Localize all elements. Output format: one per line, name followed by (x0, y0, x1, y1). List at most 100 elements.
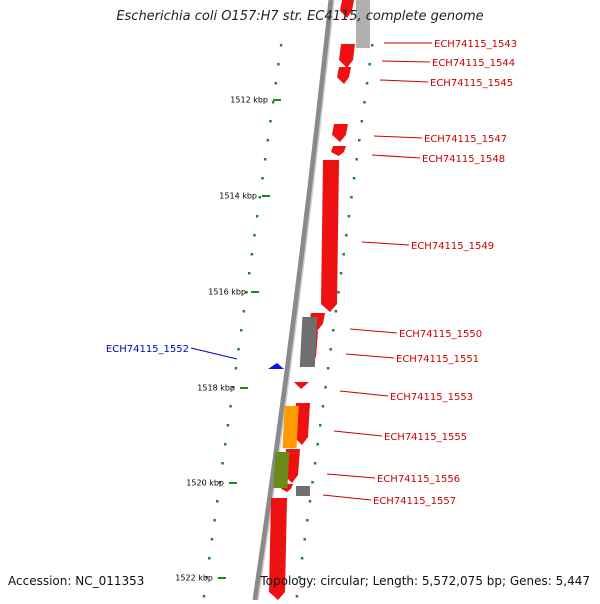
gene-label: ECH74115_1550 (399, 329, 482, 340)
kbp-tick-label: 1518 kbp (197, 384, 235, 393)
gene-label: ECH74115_1548 (422, 154, 505, 165)
kbp-tick-mark (262, 195, 270, 197)
kbp-tick-mark (251, 291, 259, 293)
inner-dot-mark (221, 462, 224, 465)
gene-label: ECH74115_1557 (373, 496, 456, 507)
outer-dot-mark (311, 481, 314, 484)
label-leader-line (361, 241, 410, 246)
outer-dot-mark (352, 177, 356, 180)
inner-dot-mark (255, 215, 259, 218)
outer-dot-mark (319, 424, 322, 427)
outer-dot-mark (308, 500, 312, 503)
gray-feature-block (299, 317, 318, 367)
kbp-tick-label: 1520 kbp (186, 479, 224, 488)
inner-dot-mark (237, 348, 240, 351)
label-leader-line (371, 154, 421, 159)
outer-dot-mark (329, 348, 332, 351)
kbp-tick-mark (229, 482, 237, 484)
inner-dot-mark (269, 120, 272, 123)
forward-gene-arrow (340, 0, 354, 18)
inner-dot-mark (277, 63, 280, 66)
outer-dot-mark (350, 196, 353, 199)
outer-dot-mark (306, 519, 309, 522)
forward-gene-arrow (339, 44, 355, 68)
forward-gene-arrow (331, 146, 346, 156)
gene-label: ECH74115_1545 (430, 78, 513, 89)
inner-dot-mark (229, 405, 232, 408)
inner-dot-mark (263, 158, 267, 161)
outer-dot-mark (303, 538, 306, 541)
reverse-gene-arrow (268, 363, 284, 369)
gene-label: ECH74115_1556 (377, 474, 460, 485)
outer-dot-mark (295, 595, 299, 598)
inner-dot-mark (213, 519, 216, 522)
inner-dot-mark (279, 44, 283, 47)
outer-dot-mark (321, 405, 325, 408)
label-leader-line (339, 390, 389, 397)
label-leader-line (322, 494, 372, 501)
accession-text: Accession: NC_011353 (8, 574, 145, 588)
inner-dot-mark (216, 500, 219, 503)
gray-feature-block (296, 486, 310, 496)
gene-label: ECH74115_1547 (424, 134, 507, 145)
outer-dot-mark (337, 291, 340, 294)
inner-dot-mark (245, 291, 248, 294)
label-leader-line (190, 347, 238, 360)
kbp-tick-label: 1514 kbp (219, 192, 257, 201)
kbp-tick-label: 1512 kbp (230, 96, 268, 105)
kbp-tick-label: 1522 kbp (175, 574, 213, 583)
label-leader-line (326, 473, 376, 479)
forward-gene-arrow (321, 160, 339, 312)
kbp-tick-label: 1516 kbp (208, 288, 246, 297)
forward-gene-arrow (294, 382, 309, 389)
backbone-line (252, 0, 334, 601)
outer-dot-mark (324, 386, 327, 389)
backbone-highlight (257, 0, 335, 601)
label-leader-line (379, 79, 429, 83)
kbp-tick-mark (240, 387, 248, 389)
map-title: Escherichia coli O157:H7 str. EC4115, co… (116, 9, 484, 24)
outer-dot-mark (360, 120, 364, 123)
outer-dot-mark (368, 63, 371, 66)
outer-dot-mark (355, 158, 358, 161)
label-leader-line (345, 353, 395, 359)
inner-dot-mark (239, 329, 243, 332)
gray-feature-block (356, 0, 370, 48)
outer-dot-mark (345, 234, 348, 237)
orange-feature-block (282, 406, 299, 448)
feature-group (268, 0, 370, 600)
inner-dot-mark (218, 481, 222, 484)
inner-dot-mark (242, 310, 246, 313)
outer-dot-mark (358, 139, 361, 142)
backbone-group (252, 0, 335, 601)
forward-gene-arrow (332, 124, 348, 142)
inner-dot-mark (234, 367, 238, 370)
leader-line-group (190, 42, 432, 501)
outer-dot-mark (316, 443, 319, 446)
outer-dot-mark (298, 576, 301, 579)
inner-dot-mark (247, 272, 251, 275)
outer-dot-mark (342, 253, 345, 256)
outer-dot-mark (326, 367, 330, 370)
gene-label: ECH74115_1544 (432, 58, 515, 69)
gene-label: ECH74115_1555 (384, 432, 467, 443)
kbp-tick-mark (273, 99, 281, 101)
inner-dot-mark (274, 82, 278, 85)
inner-dot-mark (261, 177, 264, 180)
inner-dot-mark (210, 538, 214, 541)
label-leader-line (333, 430, 383, 437)
genome-summary-text: Topology: circular; Length: 5,572,075 bp… (260, 574, 590, 588)
inner-dot-mark (208, 557, 211, 560)
tick-dot-track (202, 44, 374, 598)
label-leader-line (381, 60, 431, 63)
inner-dot-mark (253, 234, 256, 237)
inner-dot-mark (258, 196, 262, 199)
outer-dot-mark (332, 329, 335, 332)
inner-dot-mark (202, 595, 206, 598)
outer-dot-mark (365, 82, 369, 85)
forward-gene-arrow (269, 498, 287, 600)
outer-dot-mark (363, 101, 366, 104)
inner-dot-mark (266, 139, 270, 142)
gene-label: ECH74115_1552 (106, 344, 189, 355)
